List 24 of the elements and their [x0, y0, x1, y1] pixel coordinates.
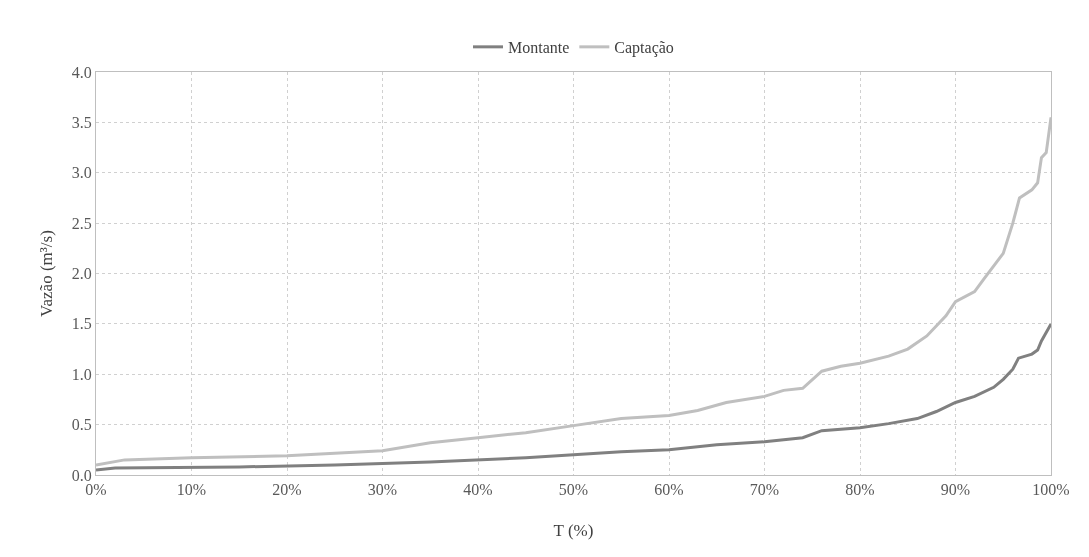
x-tick-label: 0% [85, 481, 107, 499]
x-tick-label: 100% [1032, 481, 1070, 499]
y-tick-label: 2.0 [71, 265, 92, 283]
y-tick-label: 0.5 [71, 416, 92, 434]
legend-label: Montante [508, 39, 570, 57]
y-tick-label: 0.0 [71, 466, 92, 484]
y-tick-label: 3.0 [71, 164, 92, 182]
x-tick-label: 60% [654, 481, 684, 499]
y-axis-title: Vazão (m³/s) [37, 230, 56, 317]
y-tick-label: 3.5 [71, 113, 92, 131]
x-tick-label: 10% [176, 481, 207, 499]
legend-label: Captação [614, 39, 674, 58]
x-tick-label: 50% [558, 481, 589, 499]
y-tick-label: 1.0 [71, 365, 92, 383]
x-tick-label: 90% [940, 481, 971, 499]
x-tick-label: 70% [749, 481, 780, 499]
x-tick-label: 20% [272, 481, 302, 499]
x-tick-label: 40% [463, 481, 493, 499]
y-tick-label: 2.5 [71, 214, 92, 232]
x-tick-label: 80% [845, 481, 875, 499]
y-tick-label: 1.5 [71, 315, 92, 333]
x-axis-title: T (%) [553, 521, 594, 540]
y-tick-label: 4.0 [71, 63, 92, 81]
x-tick-label: 30% [367, 481, 398, 499]
